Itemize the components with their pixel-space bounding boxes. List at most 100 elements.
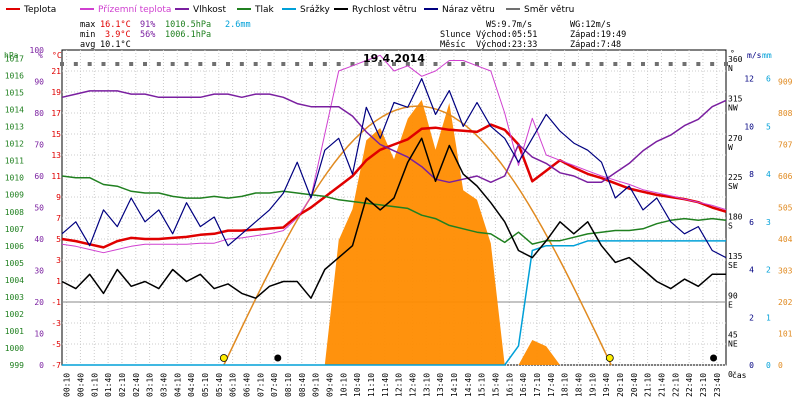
axis-tick-dir: 225 xyxy=(728,173,743,182)
axis-tick-temp: 1 xyxy=(56,277,61,286)
axis-tick-time: 04:10 xyxy=(173,373,182,397)
axis-tick-time: 07:40 xyxy=(270,373,279,397)
wind-direction-point xyxy=(488,62,493,66)
stat-wg: WG:12m/s xyxy=(570,20,611,30)
axis-tick-dir-name: NW xyxy=(728,103,738,112)
axis-tick-hpa: 1000 xyxy=(5,344,24,353)
axis-tick-dir-name: W xyxy=(728,143,733,152)
axis-tick-dir-name: SW xyxy=(728,182,738,191)
wind-direction-point xyxy=(696,62,701,66)
axis-tick-pct: 0 xyxy=(39,361,44,370)
axis-tick-sun: 707 xyxy=(778,141,793,150)
sunset-marker xyxy=(605,354,614,362)
axis-tick-hpa: 1007 xyxy=(5,225,24,234)
axis-tick-time: 13:40 xyxy=(436,373,445,397)
axis-tick-time: 03:10 xyxy=(146,373,155,397)
axis-tick-sun: 202 xyxy=(778,298,793,307)
axis-tick-dir-name: N xyxy=(728,64,733,73)
stat-moon-rise: Východ:23:33 xyxy=(476,40,537,50)
axis-tick-hpa: 1002 xyxy=(5,310,24,319)
axis-tick-hpa: 1014 xyxy=(5,106,24,115)
axis-tick-hpa: 1016 xyxy=(5,72,24,81)
wind-direction-point xyxy=(170,62,175,66)
axes: hPa1017101610151014101310121011101010091… xyxy=(4,46,793,397)
axis-tick-time: 11:40 xyxy=(381,373,390,397)
axis-tick-time: 22:10 xyxy=(671,373,680,397)
axis-tick-mm: 3 xyxy=(766,218,771,227)
legend-label: Tlak xyxy=(254,5,275,15)
axis-tick-mm: 4 xyxy=(766,170,771,179)
legend-label: Teplota xyxy=(23,5,56,15)
series-prizemni-teplota xyxy=(61,54,727,254)
wind-direction-point xyxy=(447,62,452,66)
wind-direction-point xyxy=(322,62,327,66)
axis-tick-temp: -5 xyxy=(51,340,61,349)
axis-tick-time: 13:10 xyxy=(422,373,431,397)
stat-min-press: 1006.1hPa xyxy=(165,30,211,40)
wind-direction-point xyxy=(419,62,424,66)
axis-tick-temp: -1 xyxy=(51,298,61,307)
axis-tick-time: 23:40 xyxy=(713,373,722,397)
axis-tick-ms: 10 xyxy=(744,122,754,131)
axis-tick-time: 09:40 xyxy=(325,373,334,397)
axis-tick-hpa: 1003 xyxy=(5,293,24,302)
wind-direction-point xyxy=(544,62,549,66)
axis-tick-sun: 101 xyxy=(778,330,793,339)
axis-tick-time: 07:10 xyxy=(256,373,265,397)
wind-direction-point xyxy=(571,62,576,66)
wind-direction-point xyxy=(212,62,217,66)
stat-moon-label: Měsíc xyxy=(440,40,466,50)
axis-tick-hpa: 1013 xyxy=(5,123,24,132)
stat-avg-temp: 10.1°C xyxy=(100,40,131,50)
legend-item-srazky: Srážky xyxy=(282,5,331,15)
axis-tick-temp: 19 xyxy=(51,88,61,97)
axis-tick-hpa: 1009 xyxy=(5,191,24,200)
wind-direction-point xyxy=(281,62,286,66)
axis-tick-time: 20:10 xyxy=(616,373,625,397)
axis-tick-time: 06:40 xyxy=(242,373,251,397)
axis-tick-hpa: 1011 xyxy=(5,157,24,166)
axis-tick-pct: 50 xyxy=(34,204,44,213)
axis-tick-pct: 30 xyxy=(34,267,44,276)
wind-direction-point xyxy=(115,62,120,66)
legend-label: Přízemní teplota xyxy=(98,5,171,15)
axis-tick-pct: 10 xyxy=(34,330,44,339)
wind-direction-point xyxy=(668,62,673,66)
axis-unit-temp: °C xyxy=(52,51,62,60)
axis-tick-temp: 9 xyxy=(56,193,61,202)
stat-min-temp: 3.9°C xyxy=(105,30,131,40)
axis-tick-dir: 135 xyxy=(728,252,743,261)
axis-tick-hpa: 1017 xyxy=(5,55,24,64)
legend-label: Vlhkost xyxy=(193,5,226,15)
axis-tick-dir: 180 xyxy=(728,213,743,222)
stat-avg-label: avg xyxy=(80,40,95,50)
axis-tick-sun: 0 xyxy=(778,361,783,370)
axis-tick-ms: 0 xyxy=(749,361,754,370)
wind-direction-point xyxy=(613,62,618,66)
axis-tick-time: 02:40 xyxy=(132,373,141,397)
axis-tick-sun: 909 xyxy=(778,78,793,87)
wind-direction-point xyxy=(143,62,147,66)
wind-direction-point xyxy=(682,62,687,66)
axis-tick-time: 23:10 xyxy=(699,373,708,397)
axis-tick-time: 08:10 xyxy=(284,373,293,397)
legend-item-naraz-vetru: Náraz větru xyxy=(424,5,495,15)
axis-tick-dir-name: SE xyxy=(728,261,738,270)
wind-direction-point xyxy=(73,62,78,66)
axis-tick-hpa: 1012 xyxy=(5,140,24,149)
wind-direction-point xyxy=(433,62,438,66)
wind-direction-point xyxy=(350,62,355,66)
wind-direction-point xyxy=(710,62,715,66)
series-srazky xyxy=(62,240,726,366)
axis-tick-hpa: 1010 xyxy=(5,174,24,183)
axis-tick-time: 03:40 xyxy=(159,373,168,397)
axis-tick-temp: -7 xyxy=(51,361,61,370)
axis-tick-time: 18:40 xyxy=(574,373,583,397)
wind-direction-point xyxy=(60,62,64,66)
solar-radiation-area-path xyxy=(62,99,726,366)
stat-min-hum: 56% xyxy=(140,30,155,40)
axis-tick-time: 22:40 xyxy=(685,373,694,397)
axis-tick-time: 21:40 xyxy=(657,373,666,397)
axis-tick-pct: 100 xyxy=(30,46,45,55)
axis-tick-time: 05:40 xyxy=(215,373,224,397)
